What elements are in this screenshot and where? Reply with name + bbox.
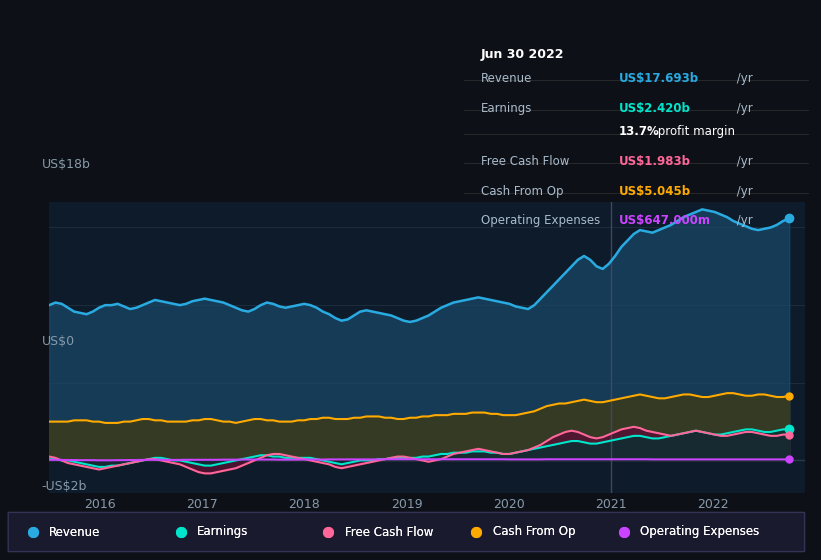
Text: /yr: /yr	[733, 185, 753, 198]
Text: US$17.693b: US$17.693b	[619, 72, 699, 85]
Text: -US$2b: -US$2b	[42, 480, 87, 493]
Text: 13.7%: 13.7%	[619, 125, 660, 138]
Text: 2021: 2021	[595, 498, 626, 511]
Text: US$2.420b: US$2.420b	[619, 102, 691, 115]
Text: /yr: /yr	[733, 214, 753, 227]
Text: US$1.983b: US$1.983b	[619, 155, 691, 168]
Text: Earnings: Earnings	[197, 525, 249, 539]
Text: 2020: 2020	[493, 498, 525, 511]
Text: 2018: 2018	[288, 498, 320, 511]
Text: Earnings: Earnings	[197, 525, 249, 539]
Text: profit margin: profit margin	[654, 125, 735, 138]
Text: Operating Expenses: Operating Expenses	[640, 525, 759, 539]
Text: Revenue: Revenue	[481, 72, 533, 85]
Text: /yr: /yr	[733, 102, 753, 115]
Text: Cash From Op: Cash From Op	[493, 525, 575, 539]
Text: 2017: 2017	[186, 498, 218, 511]
Text: /yr: /yr	[733, 72, 753, 85]
Text: Cash From Op: Cash From Op	[493, 525, 575, 539]
Text: Operating Expenses: Operating Expenses	[640, 525, 759, 539]
Text: Revenue: Revenue	[49, 525, 101, 539]
Text: US$0: US$0	[42, 335, 75, 348]
Text: Cash From Op: Cash From Op	[481, 185, 563, 198]
Text: Free Cash Flow: Free Cash Flow	[345, 525, 433, 539]
Text: /yr: /yr	[733, 155, 753, 168]
Text: US$18b: US$18b	[42, 158, 90, 171]
Text: US$647.000m: US$647.000m	[619, 214, 711, 227]
Text: 2022: 2022	[697, 498, 728, 511]
Text: 2019: 2019	[391, 498, 422, 511]
Text: US$5.045b: US$5.045b	[619, 185, 691, 198]
FancyBboxPatch shape	[8, 512, 805, 552]
Text: 2016: 2016	[85, 498, 116, 511]
Text: Earnings: Earnings	[481, 102, 533, 115]
Text: Jun 30 2022: Jun 30 2022	[481, 49, 565, 62]
Text: Free Cash Flow: Free Cash Flow	[481, 155, 570, 168]
Text: Revenue: Revenue	[49, 525, 101, 539]
Text: Operating Expenses: Operating Expenses	[481, 214, 600, 227]
Text: Free Cash Flow: Free Cash Flow	[345, 525, 433, 539]
